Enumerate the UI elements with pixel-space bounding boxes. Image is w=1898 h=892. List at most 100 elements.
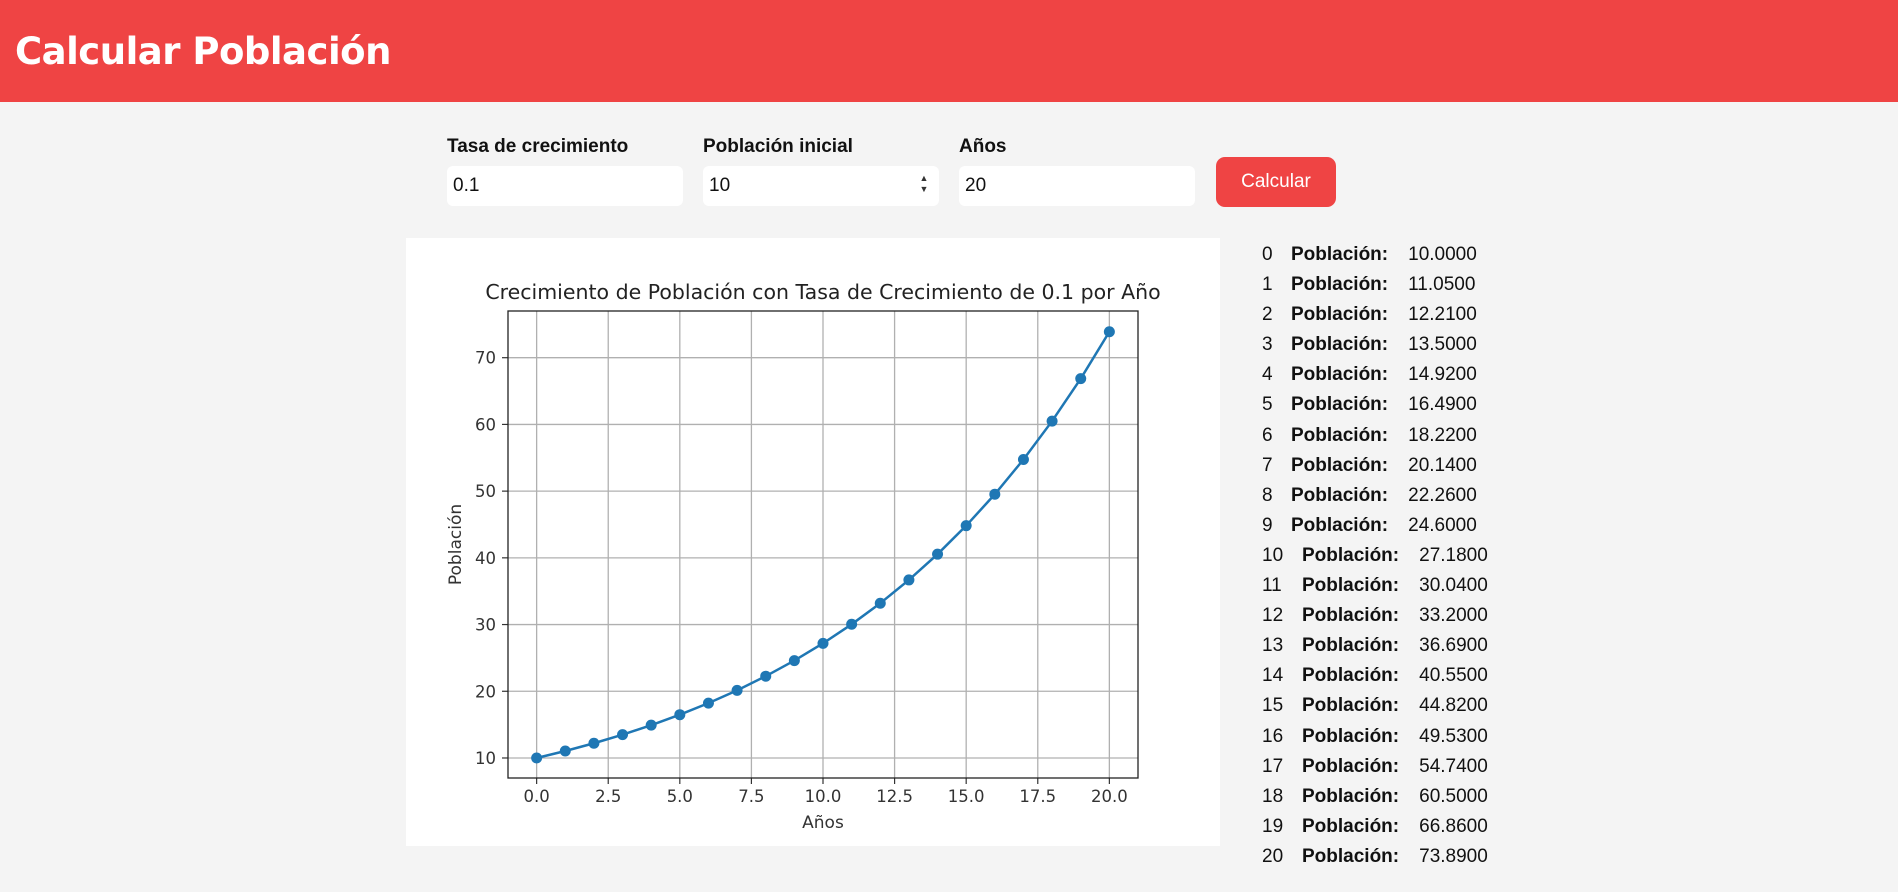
x-tick-label: 5.0 bbox=[667, 787, 693, 806]
chart-svg: 0.0 2.5 5.0 7.5 10.0 12.5 15.0 17.5 20.0 10 20 30 40… bbox=[446, 280, 1161, 833]
result-label: Población: bbox=[1291, 244, 1389, 265]
results-list: 0 Población: 10.0000 1 Población: 11.0500 2 Pob… bbox=[1262, 240, 1488, 872]
result-label: Población: bbox=[1291, 274, 1389, 296]
y-tick-label: 10 bbox=[475, 749, 496, 768]
result-label: Población: bbox=[1302, 785, 1400, 807]
result-value: 22.2600 bbox=[1408, 484, 1477, 506]
result-value: 66.8600 bbox=[1419, 815, 1488, 837]
data-point bbox=[960, 520, 972, 532]
result-year: 14 bbox=[1262, 665, 1284, 687]
result-value: 12.2100 bbox=[1408, 304, 1477, 326]
result-year: 4 bbox=[1262, 364, 1273, 386]
result-row: 15 Población: 44.8200 bbox=[1262, 691, 1488, 721]
result-value: 40.5500 bbox=[1419, 665, 1488, 687]
result-year: 5 bbox=[1262, 394, 1273, 416]
growth-rate-label: Tasa de crecimiento bbox=[447, 136, 629, 157]
result-value: 13.5000 bbox=[1408, 334, 1477, 356]
data-point bbox=[874, 597, 886, 609]
x-tick-label: 15.0 bbox=[948, 787, 985, 806]
initial-population-input[interactable] bbox=[703, 166, 939, 206]
data-point bbox=[989, 488, 1001, 500]
result-label: Población: bbox=[1291, 394, 1389, 416]
result-label: Población: bbox=[1302, 605, 1400, 627]
result-value: 33.2000 bbox=[1419, 605, 1488, 627]
result-year: 1 bbox=[1262, 274, 1273, 296]
result-label: Población: bbox=[1291, 454, 1389, 476]
result-row: 7 Población: 20.1400 bbox=[1262, 451, 1488, 481]
result-label: Población: bbox=[1291, 424, 1389, 446]
spinner-down-icon[interactable]: ▼ bbox=[919, 184, 929, 194]
result-label: Población: bbox=[1302, 695, 1400, 717]
result-label: Población: bbox=[1291, 304, 1389, 326]
result-row: 5 Población: 16.4900 bbox=[1262, 390, 1488, 420]
result-year: 3 bbox=[1262, 334, 1273, 356]
result-year: 19 bbox=[1262, 815, 1284, 837]
result-value: 54.7400 bbox=[1419, 755, 1488, 777]
result-year: 10 bbox=[1262, 544, 1284, 566]
result-label: Población: bbox=[1302, 665, 1400, 687]
result-year: 8 bbox=[1262, 484, 1273, 506]
x-axis-label: Años bbox=[802, 813, 844, 833]
result-row: 6 Población: 18.2200 bbox=[1262, 421, 1488, 451]
result-label: Población: bbox=[1302, 845, 1400, 867]
result-label: Población: bbox=[1291, 484, 1389, 506]
result-row: 10 Población: 27.1800 bbox=[1262, 541, 1488, 571]
years-label: Años bbox=[959, 136, 1007, 157]
data-point bbox=[788, 655, 800, 667]
result-label: Población: bbox=[1302, 815, 1400, 837]
result-value: 20.1400 bbox=[1408, 454, 1477, 476]
result-value: 24.6000 bbox=[1408, 514, 1477, 536]
number-spinner[interactable]: ▲ ▼ bbox=[918, 173, 930, 199]
x-tick-label: 10.0 bbox=[805, 787, 842, 806]
population-chart: 0.0 2.5 5.0 7.5 10.0 12.5 15.0 17.5 20.0 10 20 30 40… bbox=[406, 238, 1220, 846]
data-point bbox=[903, 574, 915, 586]
result-value: 36.6900 bbox=[1419, 635, 1488, 657]
y-tick-label: 60 bbox=[475, 415, 496, 434]
result-label: Población: bbox=[1302, 544, 1400, 566]
data-point bbox=[1103, 326, 1115, 338]
result-year: 7 bbox=[1262, 454, 1273, 476]
data-point bbox=[1046, 415, 1058, 427]
result-row: 19 Población: 66.8600 bbox=[1262, 812, 1488, 842]
years-input[interactable] bbox=[959, 166, 1195, 206]
result-row: 11 Población: 30.0400 bbox=[1262, 571, 1488, 601]
result-label: Población: bbox=[1291, 334, 1389, 356]
result-row: 8 Población: 22.2600 bbox=[1262, 481, 1488, 511]
result-label: Población: bbox=[1291, 364, 1389, 386]
result-value: 73.8900 bbox=[1419, 845, 1488, 867]
x-tick-label: 7.5 bbox=[738, 787, 764, 806]
x-tick-label: 2.5 bbox=[595, 787, 621, 806]
result-row: 9 Población: 24.6000 bbox=[1262, 511, 1488, 541]
data-point bbox=[1075, 373, 1087, 385]
result-row: 20 Población: 73.8900 bbox=[1262, 842, 1488, 872]
data-point bbox=[817, 637, 829, 649]
y-tick-label: 40 bbox=[475, 549, 496, 568]
result-value: 18.2200 bbox=[1408, 424, 1477, 446]
result-row: 2 Población: 12.2100 bbox=[1262, 300, 1488, 330]
result-year: 20 bbox=[1262, 845, 1284, 867]
result-row: 3 Población: 13.5000 bbox=[1262, 330, 1488, 360]
spinner-up-icon[interactable]: ▲ bbox=[919, 173, 929, 183]
data-point bbox=[731, 684, 743, 696]
result-year: 12 bbox=[1262, 605, 1284, 627]
data-point bbox=[674, 709, 686, 721]
data-point bbox=[760, 670, 772, 682]
result-value: 10.0000 bbox=[1408, 244, 1477, 265]
result-value: 44.8200 bbox=[1419, 695, 1488, 717]
result-label: Población: bbox=[1291, 514, 1389, 536]
result-value: 60.5000 bbox=[1419, 785, 1488, 807]
result-label: Población: bbox=[1302, 575, 1400, 597]
result-value: 16.4900 bbox=[1408, 394, 1477, 416]
result-year: 2 bbox=[1262, 304, 1273, 326]
y-axis-label: Población bbox=[446, 504, 466, 585]
y-tick-label: 20 bbox=[475, 682, 496, 701]
result-year: 0 bbox=[1262, 244, 1273, 265]
calculate-button[interactable]: Calcular bbox=[1216, 157, 1336, 207]
result-row: 12 Población: 33.2000 bbox=[1262, 601, 1488, 631]
result-year: 18 bbox=[1262, 785, 1284, 807]
x-tick-label: 20.0 bbox=[1091, 787, 1128, 806]
result-value: 30.0400 bbox=[1419, 575, 1488, 597]
growth-rate-input[interactable] bbox=[447, 166, 683, 206]
result-label: Población: bbox=[1302, 725, 1400, 747]
result-year: 16 bbox=[1262, 725, 1284, 747]
